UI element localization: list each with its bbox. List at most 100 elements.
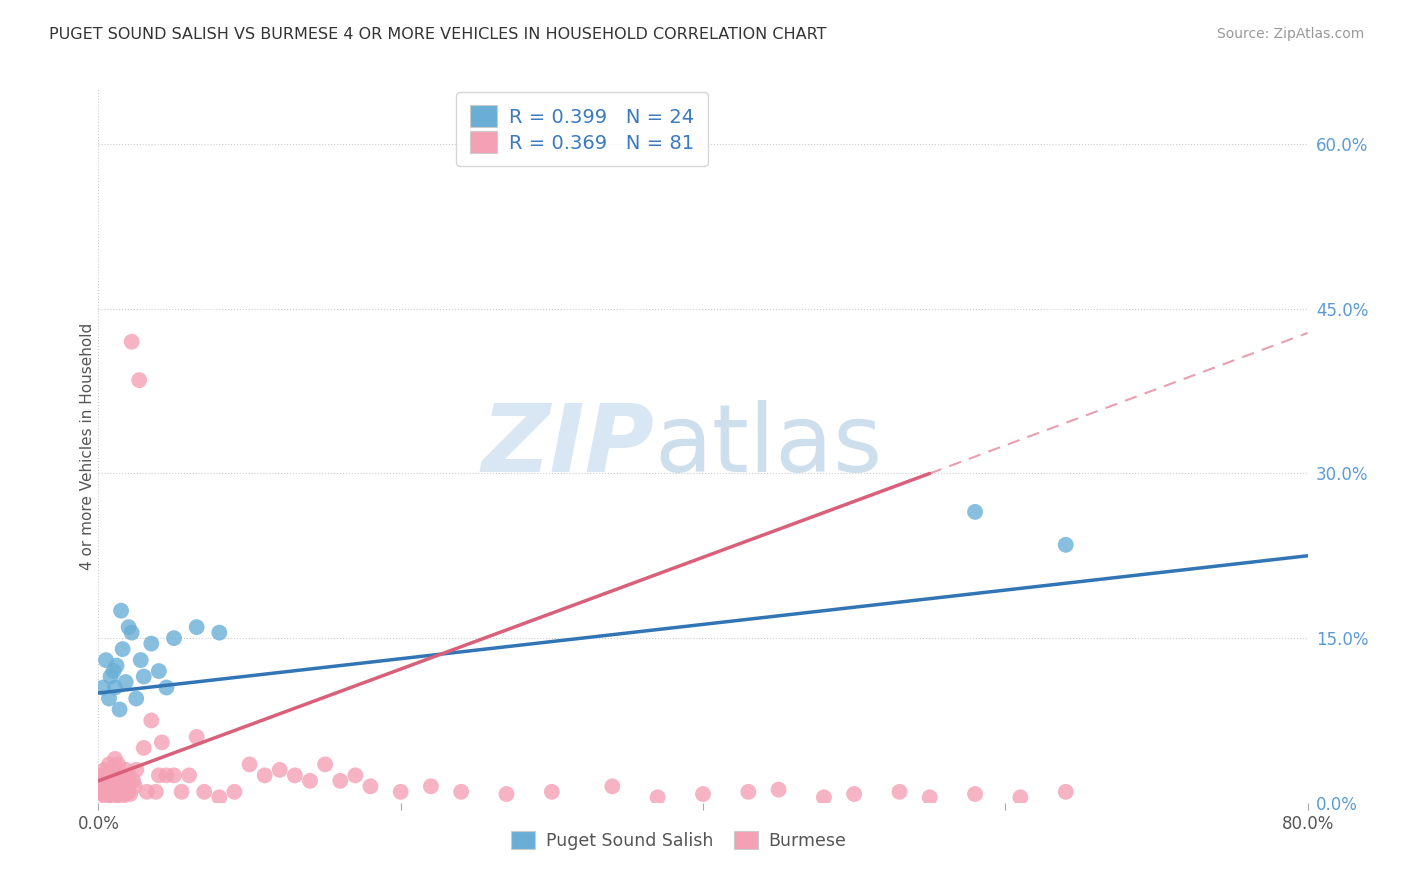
Y-axis label: 4 or more Vehicles in Household: 4 or more Vehicles in Household [80,322,94,570]
Point [98,780,121,794]
Point [768,782,790,797]
Point [193,785,215,799]
Point [96,768,118,782]
Point [120,787,142,801]
Point [111,782,134,797]
Point [108,702,131,716]
Point [115,780,138,794]
Point [122,773,145,788]
Point [1054,538,1077,552]
Point [360,780,382,794]
Point [96,785,118,799]
Point [114,787,136,801]
Point [224,785,246,799]
Point [284,768,307,782]
Point [100,772,122,786]
Point [208,625,231,640]
Point [94,776,117,790]
Point [94,790,117,805]
Point [125,691,148,706]
Point [1054,785,1077,799]
Point [918,790,941,805]
Point [450,785,472,799]
Point [103,773,125,788]
Point [155,768,177,782]
Text: atlas: atlas [655,400,883,492]
Point [98,757,121,772]
Point [114,675,136,690]
Point [148,664,170,678]
Point [105,768,128,782]
Point [179,768,201,782]
Point [110,768,132,782]
Point [145,785,167,799]
Point [114,763,136,777]
Point [135,785,157,799]
Point [647,790,669,805]
Point [110,604,132,618]
Point [1010,790,1032,805]
Point [150,735,173,749]
Point [91,787,114,801]
Point [329,773,352,788]
Text: PUGET SOUND SALISH VS BURMESE 4 OR MORE VEHICLES IN HOUSEHOLD CORRELATION CHART: PUGET SOUND SALISH VS BURMESE 4 OR MORE … [49,27,827,42]
Point [104,752,127,766]
Point [314,757,336,772]
Point [844,787,866,801]
Point [105,780,128,794]
Point [163,768,186,782]
Point [94,653,117,667]
Point [420,780,443,794]
Point [186,730,208,744]
Point [132,669,155,683]
Point [100,787,122,801]
Point [107,787,129,801]
Point [129,653,152,667]
Point [93,782,115,797]
Point [91,773,114,788]
Point [344,768,367,782]
Point [737,785,759,799]
Point [103,790,125,805]
Point [965,505,987,519]
Text: ZIP: ZIP [482,400,655,492]
Point [118,768,141,782]
Legend: Puget Sound Salish, Burmese: Puget Sound Salish, Burmese [502,822,855,858]
Point [299,773,322,788]
Point [128,373,150,387]
Point [124,780,146,794]
Point [389,785,412,799]
Point [253,768,276,782]
Point [107,757,129,772]
Point [965,787,987,801]
Point [111,642,134,657]
Point [121,334,143,349]
Point [125,763,148,777]
Point [239,757,262,772]
Point [90,780,112,794]
Point [540,785,562,799]
Point [692,787,714,801]
Point [98,691,121,706]
Point [100,669,122,683]
Point [101,763,124,777]
Point [208,790,231,805]
Point [91,681,114,695]
Point [495,787,517,801]
Point [105,658,128,673]
Point [155,681,177,695]
Point [813,790,835,805]
Point [89,785,111,799]
Point [170,785,193,799]
Point [110,790,132,805]
Point [269,763,291,777]
Point [90,768,112,782]
Point [141,637,163,651]
Point [103,664,125,678]
Point [93,763,115,777]
Point [118,785,141,799]
Text: Source: ZipAtlas.com: Source: ZipAtlas.com [1216,27,1364,41]
Point [889,785,911,799]
Point [108,773,131,788]
Point [118,620,141,634]
